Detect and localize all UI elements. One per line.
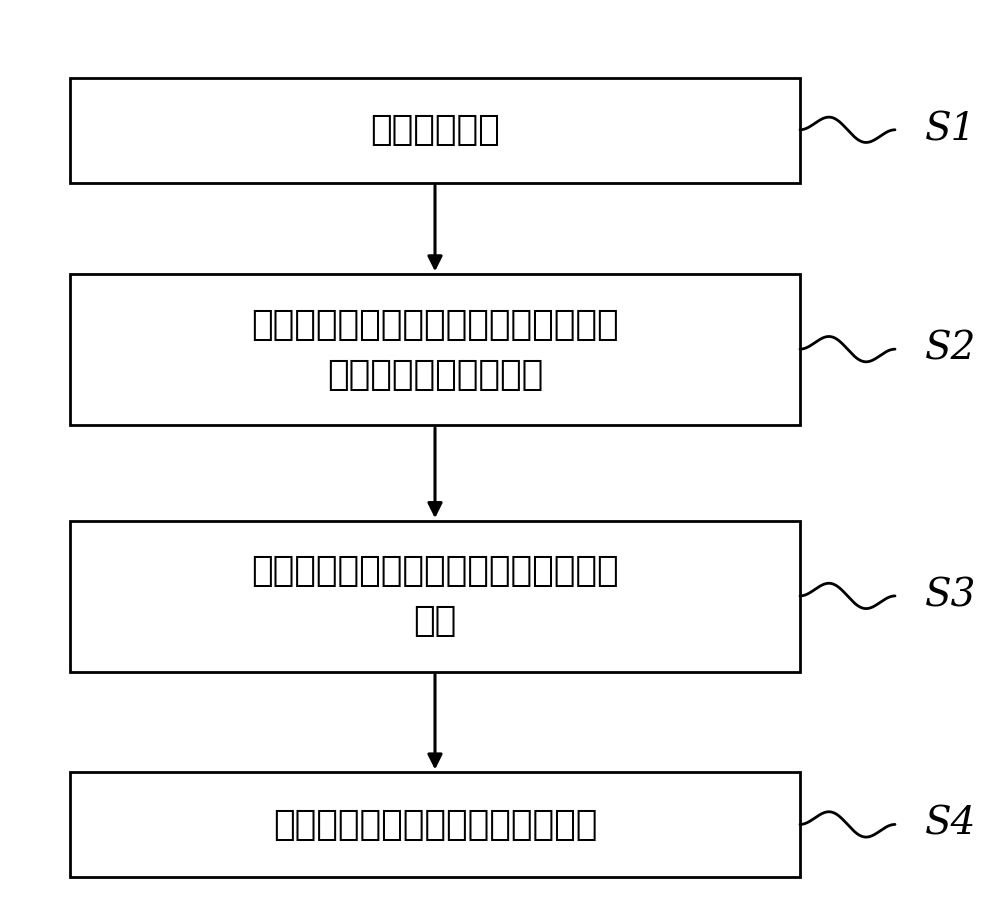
Text: 根据缺陷对应的级别生成告警提示: 根据缺陷对应的级别生成告警提示 [273,808,597,842]
Text: 对焊缝图像进行识别以确定焊缝图像对
应的焊缝是否存在缺陷: 对焊缝图像进行识别以确定焊缝图像对 应的焊缝是否存在缺陷 [251,307,619,392]
Text: S1: S1 [925,112,976,148]
FancyBboxPatch shape [70,78,800,183]
Text: 获取焊缝图像: 获取焊缝图像 [370,113,500,147]
Text: S3: S3 [925,578,976,614]
FancyBboxPatch shape [70,772,800,877]
FancyBboxPatch shape [70,274,800,425]
Text: S2: S2 [925,331,976,367]
Text: 如果焊缝存在缺陷，则确定缺陷对应的
级别: 如果焊缝存在缺陷，则确定缺陷对应的 级别 [251,554,619,639]
FancyBboxPatch shape [70,521,800,672]
Text: S4: S4 [925,806,976,843]
